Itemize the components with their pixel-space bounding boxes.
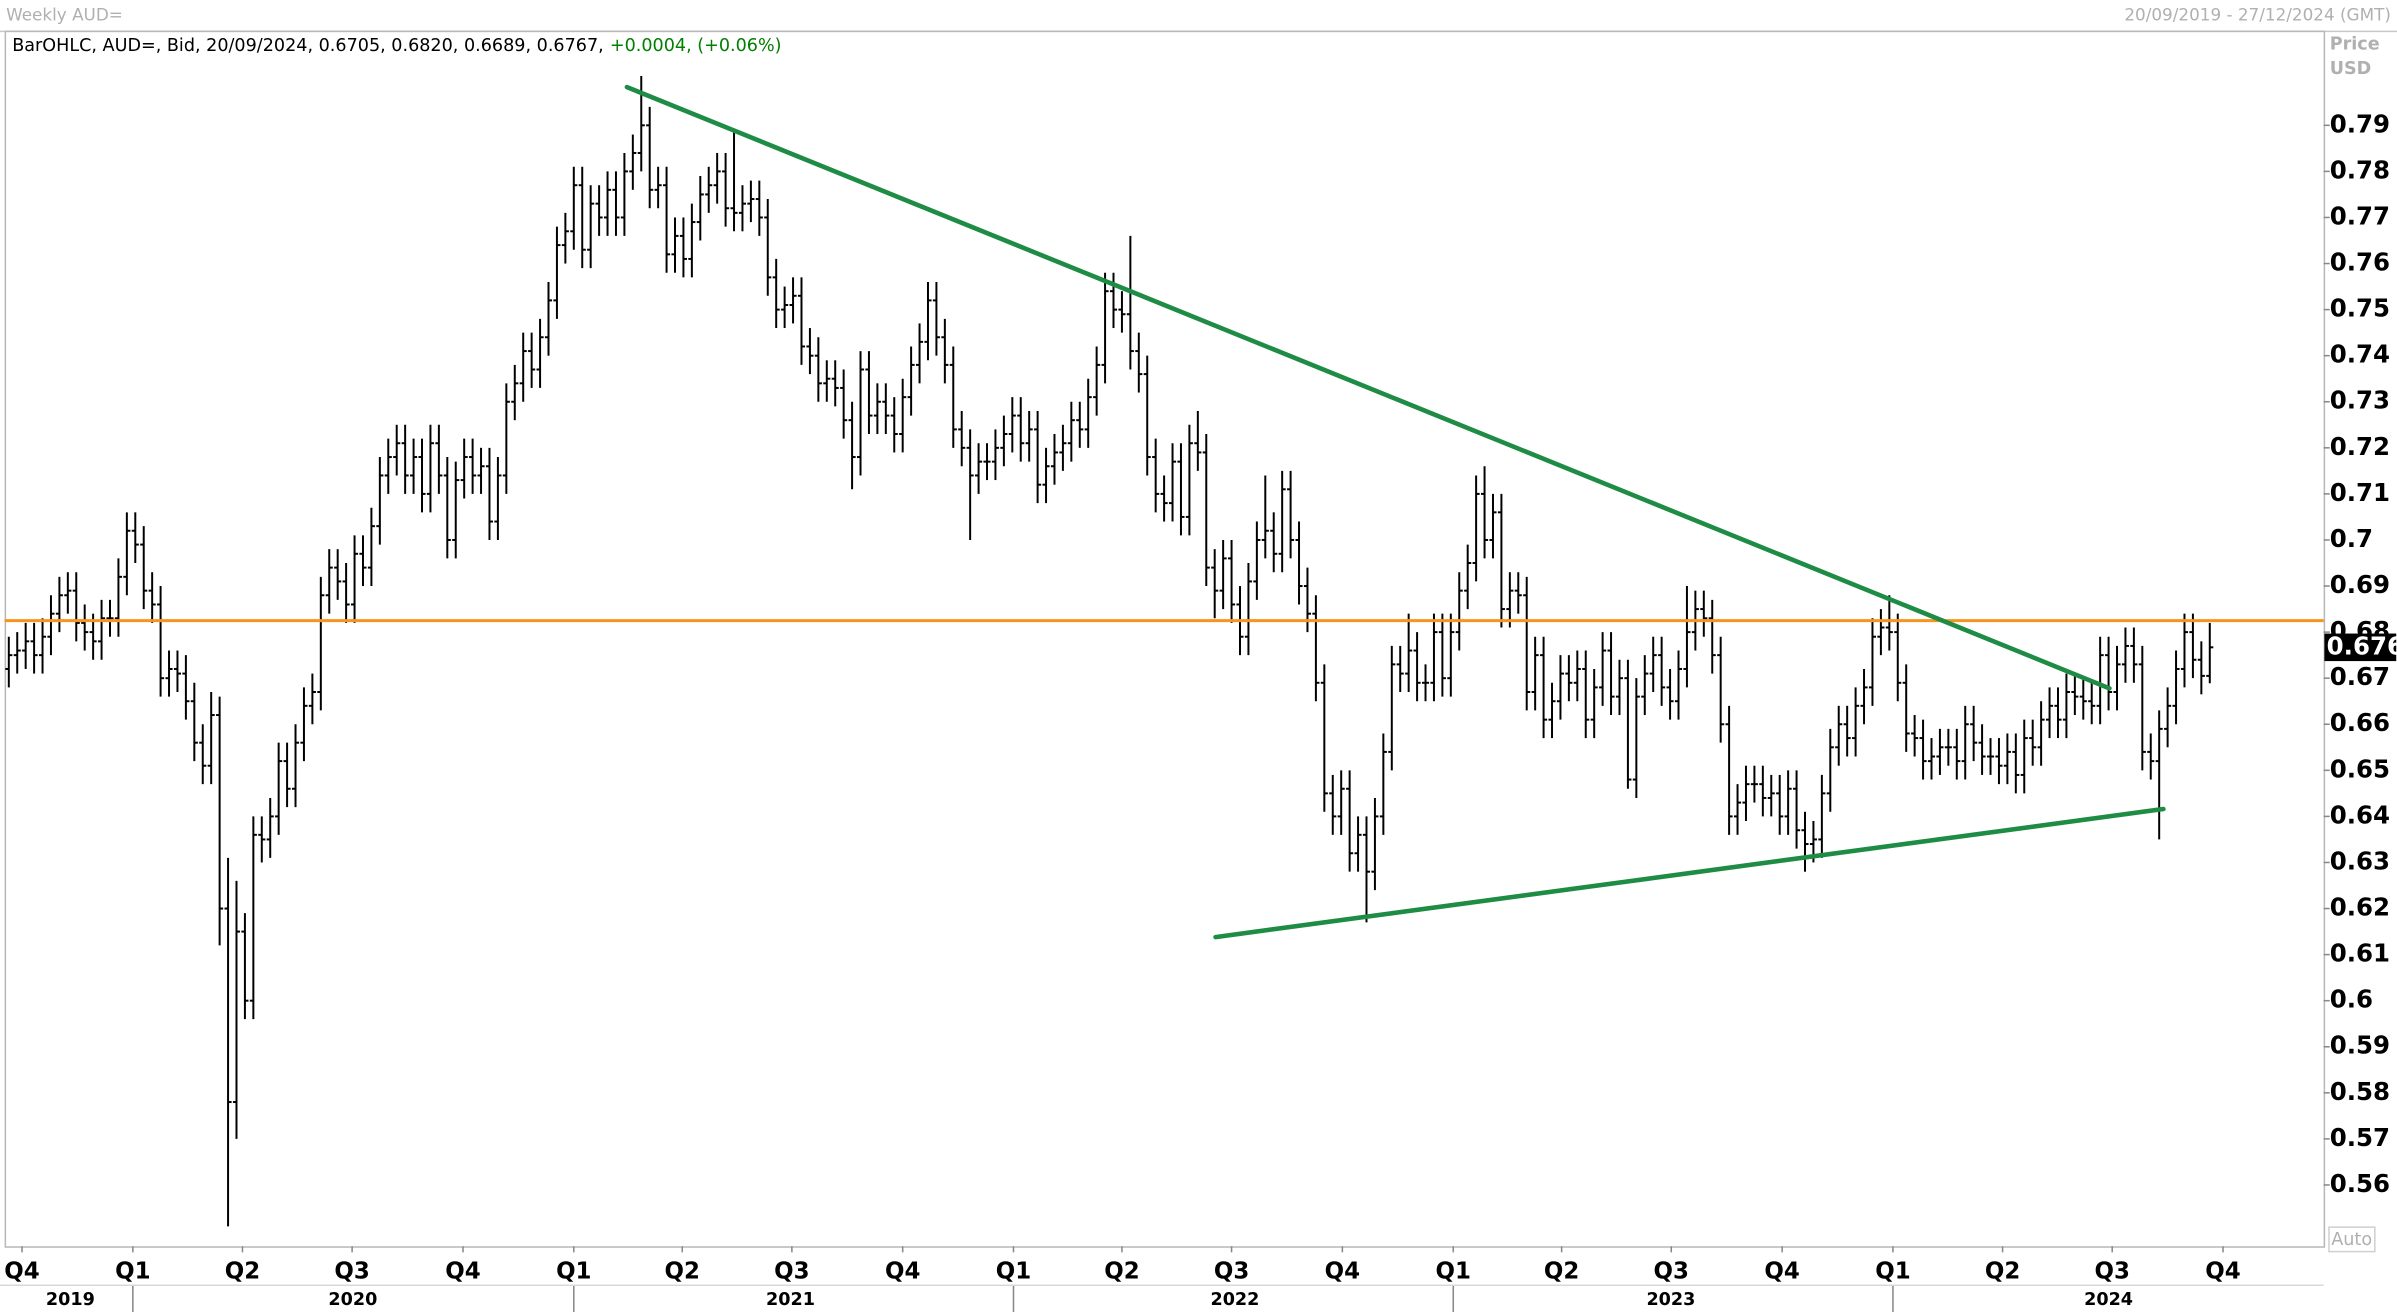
- y-tick-label: 0.74: [2330, 340, 2390, 369]
- y-tick-label: 0.56: [2330, 1169, 2390, 1198]
- x-tick-label: Q3: [2094, 1259, 2129, 1285]
- axis-unit: USD: [2330, 59, 2372, 79]
- x-tick-label: Q3: [334, 1259, 369, 1285]
- info-change: +0.0004, (+0.06%): [610, 36, 782, 56]
- price-tag: [2324, 633, 2397, 662]
- header-right: 20/09/2019 - 27/12/2024 (GMT): [2124, 4, 2391, 24]
- axis-mode[interactable]: Auto: [2331, 1230, 2372, 1250]
- x-tick-label: Q1: [115, 1259, 150, 1285]
- info-text: BarOHLC, AUD=, Bid, 20/09/2024, 0.6705, …: [12, 36, 604, 56]
- y-tick-label: 0.78: [2330, 155, 2390, 184]
- y-tick-label: 0.62: [2330, 893, 2390, 922]
- x-tick-label: Q1: [1436, 1259, 1471, 1285]
- y-tick-label: 0.77: [2330, 201, 2390, 230]
- y-tick-label: 0.71: [2330, 478, 2390, 507]
- y-tick-label: 0.76: [2330, 248, 2390, 277]
- year-label: 2022: [1210, 1290, 1259, 1310]
- x-tick-label: Q4: [885, 1259, 920, 1285]
- marks: 0.56 0.57 0.58 0.59 0.6 0.61 0.62 0.63 0.64 0.65 0…: [4, 76, 2397, 1312]
- y-tick-label: 0.7: [2330, 524, 2373, 553]
- year-label: 2019: [46, 1290, 95, 1310]
- y-tick-label: 0.57: [2330, 1123, 2390, 1152]
- y-tick-label: 0.75: [2330, 294, 2390, 323]
- year-label: 2021: [766, 1290, 815, 1310]
- trendline: [624, 84, 2112, 691]
- year-label: 2023: [1646, 1290, 1695, 1310]
- year-label: 2024: [2084, 1290, 2133, 1310]
- x-tick-label: Q4: [2205, 1259, 2240, 1285]
- x-tick-label: Q2: [225, 1259, 260, 1285]
- y-tick-label: 0.69: [2330, 570, 2390, 599]
- y-tick-label: 0.67: [2330, 662, 2390, 691]
- x-tick-label: Q4: [1764, 1259, 1799, 1285]
- x-tick-label: Q1: [556, 1259, 591, 1285]
- x-tick-label: Q2: [1985, 1259, 2020, 1285]
- y-tick-label: 0.63: [2330, 846, 2390, 875]
- y-tick-label: 0.79: [2330, 109, 2390, 138]
- y-tick-label: 0.66: [2330, 708, 2390, 737]
- x-tick-label: Q4: [445, 1259, 480, 1285]
- trendline: [1213, 806, 2166, 940]
- x-tick-label: Q2: [665, 1259, 700, 1285]
- x-tick-label: Q3: [774, 1259, 809, 1285]
- x-tick-label: Q3: [1654, 1259, 1689, 1285]
- header-left: Weekly AUD=: [6, 4, 123, 24]
- x-tick-label: Q3: [1214, 1259, 1249, 1285]
- info-line: BarOHLC, AUD=, Bid, 20/09/2024, 0.6705, …: [12, 36, 781, 56]
- x-tick-label: Q4: [1325, 1259, 1360, 1285]
- y-tick-label: 0.61: [2330, 939, 2390, 968]
- y-tick-label: 0.64: [2330, 800, 2390, 829]
- year-label: 2020: [328, 1290, 377, 1310]
- y-tick-label: 0.58: [2330, 1077, 2390, 1106]
- axis-label: Price: [2330, 34, 2380, 54]
- x-tick-label: Q4: [4, 1259, 39, 1285]
- y-tick-label: 0.59: [2330, 1031, 2390, 1060]
- x-tick-label: Q1: [1875, 1259, 1910, 1285]
- x-tick-label: Q2: [1544, 1259, 1579, 1285]
- price-tag-label: 0.676: [2327, 631, 2397, 660]
- y-tick-label: 0.6: [2330, 985, 2373, 1014]
- y-tick-label: 0.73: [2330, 386, 2390, 415]
- x-tick-label: Q2: [1104, 1259, 1139, 1285]
- y-tick-label: 0.65: [2330, 754, 2390, 783]
- auto-button[interactable]: [2328, 1226, 2376, 1253]
- y-tick-label: 0.72: [2330, 432, 2390, 461]
- x-tick-label: Q1: [996, 1259, 1031, 1285]
